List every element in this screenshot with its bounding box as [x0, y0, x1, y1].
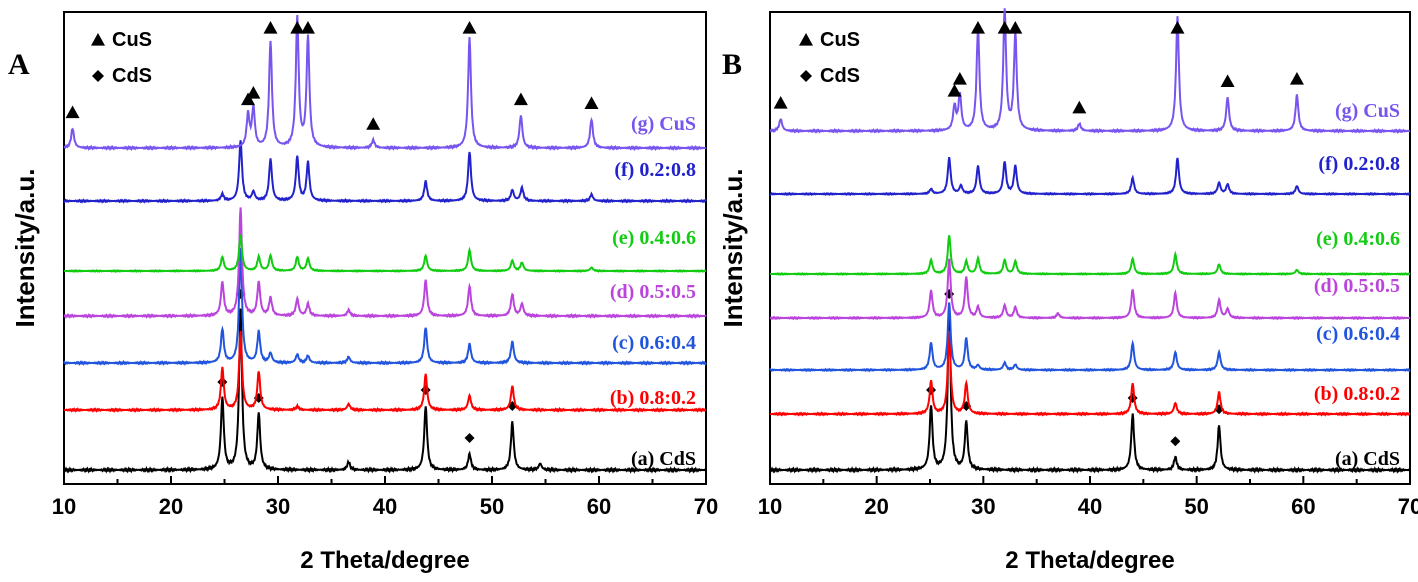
cus-peak-marker — [241, 92, 256, 106]
x-tick-label: 60 — [587, 494, 611, 519]
x-axis-title: 2 Theta/degree — [300, 547, 469, 574]
cus-peak-marker — [462, 21, 477, 34]
panel-letter: A — [8, 48, 30, 81]
legend-label: CuS — [820, 29, 860, 51]
legend-label: CdS — [112, 65, 152, 87]
cus-peak-marker — [952, 72, 967, 85]
series-line — [769, 330, 1411, 417]
legend-diamond-icon — [92, 70, 104, 82]
series-label: (g) CuS — [1335, 100, 1400, 122]
series-label: (c) 0.6:0.4 — [612, 332, 696, 354]
panel-A: 10 20 30 40 50 60 70 2 Theta/degree Intensity/a.… — [8, 11, 718, 574]
legend-label: CdS — [820, 65, 860, 87]
series-line — [769, 156, 1411, 197]
series-line — [769, 302, 1411, 373]
plot-frame — [63, 11, 707, 485]
cus-peak-marker — [1289, 72, 1304, 85]
series-label: (e) 0.4:0.6 — [1316, 228, 1400, 250]
series-label: (d) 0.5:0.5 — [610, 281, 696, 303]
x-tick-label: 50 — [480, 494, 504, 519]
cus-peak-marker — [246, 86, 261, 99]
series-line — [63, 14, 707, 152]
x-tick-label: 70 — [1398, 494, 1418, 519]
panel-letter: B — [722, 48, 742, 81]
cus-peak-marker — [366, 117, 381, 130]
cus-peak-marker — [290, 21, 305, 34]
series-label: (c) 0.6:0.4 — [1316, 323, 1400, 345]
x-tick-label: 60 — [1291, 494, 1315, 519]
series-label: (a) CdS — [1335, 448, 1400, 470]
x-tick-label: 30 — [266, 494, 290, 519]
panel-B: 10 20 30 40 50 60 70 2 Theta/degree Intensity/a.… — [718, 8, 1418, 574]
cds-peak-marker — [1170, 436, 1181, 447]
x-tick-label: 40 — [1078, 494, 1102, 519]
series-line — [63, 234, 707, 274]
series-line — [63, 140, 707, 204]
x-tick-label: 70 — [694, 494, 718, 519]
cds-peak-marker — [420, 385, 431, 395]
x-tick-label: 50 — [1184, 494, 1208, 519]
x-tick-label: 10 — [758, 494, 782, 519]
cus-peak-marker — [513, 92, 528, 106]
series-line — [63, 207, 707, 320]
series-label: (d) 0.5:0.5 — [1314, 275, 1400, 297]
series-line — [769, 235, 1411, 277]
x-tick-label: 10 — [52, 494, 76, 519]
series-label: (g) CuS — [631, 113, 696, 135]
cus-peak-marker — [1008, 21, 1023, 34]
x-tick-label: 40 — [373, 494, 397, 519]
cus-peak-marker — [1220, 74, 1235, 87]
series-label: (f) 0.2:0.8 — [1318, 153, 1400, 175]
legend-triangle-icon — [799, 33, 813, 46]
legend-label: CuS — [112, 29, 152, 51]
y-axis-title: Intensity/a.u. — [718, 169, 748, 328]
series-line — [63, 308, 707, 474]
series-line — [769, 258, 1411, 321]
x-tick-label: 20 — [864, 494, 888, 519]
cus-peak-marker — [971, 21, 985, 34]
cus-peak-marker — [1170, 21, 1185, 34]
cds-peak-marker — [217, 377, 228, 387]
cus-peak-marker — [1072, 100, 1087, 114]
series-line — [63, 330, 707, 414]
series-line — [769, 309, 1411, 474]
series-line — [63, 248, 707, 367]
series-line — [769, 8, 1411, 134]
cus-peak-marker — [997, 21, 1012, 34]
cus-peak-marker — [773, 96, 788, 109]
cds-peak-marker — [926, 385, 937, 395]
cds-peak-marker — [944, 289, 955, 299]
x-axis-title: 2 Theta/degree — [1005, 547, 1174, 574]
series-label: (f) 0.2:0.8 — [614, 159, 696, 181]
series-label: (e) 0.4:0.6 — [612, 227, 696, 249]
legend-triangle-icon — [91, 33, 105, 46]
x-tick-label: 30 — [971, 494, 995, 519]
cus-peak-marker — [584, 96, 599, 109]
y-axis-title: Intensity/a.u. — [10, 169, 40, 328]
cus-peak-marker — [263, 21, 278, 34]
cus-peak-marker — [65, 105, 80, 119]
series-label: (b) 0.8:0.2 — [1314, 383, 1400, 405]
cds-peak-marker — [464, 433, 475, 443]
cus-peak-marker — [947, 84, 962, 97]
cds-peak-marker — [1127, 393, 1138, 403]
x-tick-label: 20 — [159, 494, 183, 519]
cus-peak-marker — [300, 21, 315, 34]
legend-diamond-icon — [800, 70, 812, 82]
series-label: (b) 0.8:0.2 — [610, 387, 696, 409]
series-label: (a) CdS — [631, 448, 696, 470]
